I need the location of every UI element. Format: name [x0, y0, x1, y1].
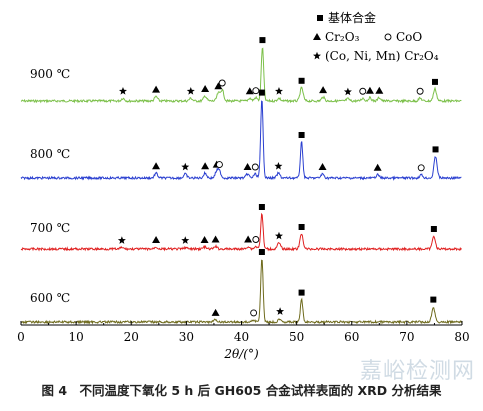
legend-label-1: Cr₂O₃ — [325, 30, 360, 44]
watermark: 嘉峪检测网 — [359, 359, 475, 384]
peak-marker-0-1 — [152, 85, 161, 93]
peak-marker-1-12 — [417, 164, 425, 172]
peak-marker-1-9 — [298, 132, 305, 138]
peak-marker-3-1 — [250, 309, 258, 317]
peak-marker-2-4 — [211, 235, 220, 243]
peak-marker-2-0 — [117, 236, 126, 244]
peak-marker-1-8 — [274, 162, 283, 170]
peak-marker-3-2 — [258, 249, 265, 255]
peak-marker-1-13 — [432, 146, 439, 153]
peak-marker-3-5 — [430, 296, 437, 303]
axis-layer: 0 10 20 30 40 50 60 70 80 2θ/(°) — [17, 321, 470, 361]
x-tick-label-2: 20 — [124, 330, 139, 344]
peak-marker-1-0 — [152, 162, 161, 170]
peak-marker-1-2 — [201, 162, 210, 170]
peak-marker-1-4 — [215, 161, 223, 169]
peak-marker-2-10 — [430, 226, 437, 232]
series-line-3 — [20, 259, 462, 325]
peak-marker-0-10 — [298, 77, 305, 84]
peak-marker-2-2 — [181, 236, 190, 244]
legend-marker-square — [317, 15, 323, 21]
x-tick-label-5: 50 — [289, 330, 304, 344]
x-tick-label-6: 60 — [344, 330, 359, 344]
x-tick-label-1: 10 — [68, 330, 83, 344]
series-line-2 — [20, 212, 462, 252]
peak-marker-0-0 — [118, 87, 127, 95]
figure-caption: 图 4 不同温度下氧化 5 h 后 GH605 合金试样表面的 XRD 分析结果 — [41, 383, 442, 398]
peak-marker-2-8 — [274, 231, 283, 240]
series-label-3: 600 ℃ — [30, 291, 70, 305]
peak-marker-1-10 — [318, 163, 327, 170]
x-tick-label-0: 0 — [17, 330, 25, 344]
peak-marker-0-17 — [431, 78, 438, 85]
peak-marker-0-2 — [186, 87, 195, 95]
peak-marker-3-4 — [298, 289, 305, 296]
peak-marker-0-8 — [259, 37, 266, 44]
peak-marker-0-11 — [319, 86, 328, 94]
peak-marker-1-7 — [258, 89, 265, 96]
peak-marker-0-7 — [252, 87, 260, 95]
peak-marker-0-13 — [359, 87, 367, 95]
legend-marker-circle — [384, 33, 392, 41]
peak-marker-0-3 — [201, 85, 210, 93]
legend: 基体合金 Cr₂O₃ CoO (Co, Ni, Mn) Cr₂O₄ — [313, 10, 439, 63]
peak-marker-3-3 — [276, 307, 285, 315]
series-layer: 900 ℃ 800 ℃ 700 ℃ 600 ℃ — [20, 47, 462, 325]
peak-marker-0-12 — [343, 87, 352, 96]
series-label-0: 900 ℃ — [30, 67, 70, 81]
peak-marker-0-9 — [274, 87, 283, 95]
x-axis-label: 2θ/(°) — [223, 347, 259, 361]
peak-marker-2-3 — [200, 236, 209, 243]
peak-marker-2-7 — [258, 204, 265, 210]
x-tick-label-3: 30 — [179, 330, 194, 344]
peak-marker-3-0 — [211, 308, 220, 316]
legend-label-0: 基体合金 — [328, 10, 376, 25]
series-label-2: 700 ℃ — [30, 221, 70, 235]
series-line-1 — [20, 100, 462, 181]
peak-marker-0-15 — [375, 86, 384, 94]
peak-marker-1-6 — [251, 163, 259, 171]
legend-marker-star — [313, 51, 321, 60]
peak-marker-2-1 — [152, 236, 161, 243]
legend-label-2: CoO — [396, 30, 422, 44]
marker-layer — [117, 37, 439, 317]
legend-marker-triangle — [313, 33, 321, 40]
peak-marker-0-5 — [218, 79, 226, 87]
peak-marker-0-14 — [365, 86, 374, 94]
peak-marker-0-6 — [245, 87, 254, 95]
legend-label-3: (Co, Ni, Mn) Cr₂O₄ — [325, 49, 439, 63]
x-tick-label-8: 80 — [454, 330, 469, 344]
series-line-0 — [20, 47, 462, 104]
peak-marker-0-16 — [416, 87, 424, 95]
x-tick-label-4: 40 — [234, 330, 249, 344]
peak-marker-2-5 — [244, 235, 253, 243]
peak-marker-1-11 — [373, 163, 382, 171]
peak-marker-2-9 — [298, 224, 305, 230]
peak-marker-2-6 — [252, 236, 260, 243]
peak-marker-1-1 — [181, 162, 190, 171]
peak-marker-1-5 — [243, 163, 252, 170]
series-label-1: 800 ℃ — [30, 147, 70, 161]
peak-marker-0-4 — [214, 82, 223, 90]
x-tick-label-7: 70 — [399, 330, 414, 344]
